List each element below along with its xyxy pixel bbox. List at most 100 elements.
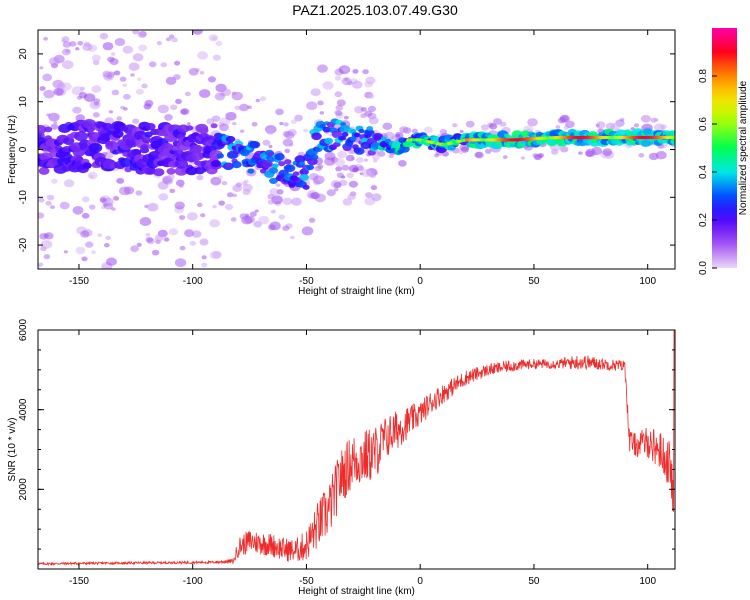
speckle-mark [602, 148, 613, 157]
ridge-mark [192, 144, 203, 152]
speckle-mark [322, 81, 334, 90]
xtick-label: -100 [183, 576, 203, 587]
speckle-mark [75, 47, 80, 51]
speckle-mark [189, 240, 197, 246]
speckle-mark [232, 184, 243, 192]
speckle-mark [38, 262, 44, 267]
xtick-label: -50 [299, 276, 314, 287]
speckle-mark [108, 110, 114, 114]
speckle-mark [480, 124, 490, 131]
speckle-mark [551, 149, 559, 155]
ridge-mark [278, 161, 286, 167]
ridge-mark [284, 164, 296, 173]
speckle-mark [191, 230, 202, 238]
speckle-mark [53, 87, 64, 96]
speckle-mark [283, 122, 289, 127]
speckle-mark [343, 115, 349, 120]
speckle-mark [63, 179, 75, 188]
x-axis-label: Height of straight line (km) [298, 586, 415, 597]
speckle-mark [184, 229, 195, 238]
speckle-mark [370, 185, 378, 191]
speckle-mark [87, 171, 98, 180]
speckle-mark [104, 117, 114, 125]
ridge-mark [44, 126, 53, 133]
speckle-mark [174, 60, 181, 66]
speckle-mark [38, 212, 45, 219]
speckle-mark [363, 158, 368, 162]
ridge-mark [269, 177, 278, 184]
speckle-mark [160, 62, 168, 68]
speckle-mark [267, 199, 275, 205]
ridge-mark [247, 168, 255, 174]
plot2-frame [37, 329, 676, 570]
speckle-mark [163, 237, 170, 242]
ridge-mark [302, 184, 310, 190]
speckle-mark [130, 245, 139, 252]
ridge-mark [339, 135, 347, 141]
speckle-mark [97, 233, 103, 238]
ridge-mark [311, 132, 322, 141]
speckle-mark [168, 228, 179, 236]
speckle-mark [212, 204, 217, 209]
ridge-mark [259, 168, 267, 174]
ridge-mark [306, 164, 315, 170]
speckle-mark [317, 100, 324, 106]
speckle-mark [434, 153, 439, 158]
speckle-mark [122, 83, 127, 87]
speckle-mark [151, 249, 160, 256]
speckle-mark [39, 86, 46, 91]
speckle-mark [360, 107, 367, 112]
ridge-mark [310, 154, 319, 160]
speckle-mark [113, 196, 120, 201]
speckle-mark [39, 66, 44, 70]
xtick-label: -150 [69, 576, 89, 587]
chart-title: PAZ1.2025.103.07.49.G30 [292, 2, 458, 18]
speckle-mark [638, 153, 645, 158]
speckle-mark [360, 168, 372, 178]
speckle-mark [139, 30, 147, 37]
speckle-mark [53, 121, 58, 125]
speckle-mark [294, 114, 303, 122]
speckle-mark [93, 101, 100, 106]
speckle-mark [334, 110, 341, 115]
speckle-mark [348, 164, 359, 173]
speckle-mark [208, 34, 219, 42]
speckle-mark [38, 197, 45, 203]
speckle-mark [368, 105, 376, 112]
speckle-mark [266, 128, 275, 135]
speckle-mark [65, 49, 70, 53]
speckle-mark [113, 70, 121, 76]
speckle-mark [221, 181, 228, 186]
snr-series-line [38, 330, 675, 567]
ridge-mark [669, 130, 675, 135]
speckle-mark [301, 226, 314, 236]
speckle-mark [218, 200, 226, 206]
colorbar-tick-label: 0.8 [698, 69, 709, 83]
ridge-mark [261, 160, 273, 168]
speckle-mark [232, 122, 237, 126]
colorbar-tick-label: 0.0 [698, 261, 709, 275]
speckle-mark [226, 192, 234, 198]
speckle-mark [282, 130, 291, 138]
ridge-mark [225, 163, 232, 168]
speckle-mark [209, 219, 221, 228]
speckle-mark [559, 114, 571, 123]
colorbar-tick-label: 0.4 [698, 165, 709, 179]
speckle-mark [368, 116, 379, 125]
speckle-mark [364, 110, 373, 117]
speckle-mark [149, 61, 157, 68]
speckle-mark [452, 123, 458, 128]
speckle-mark [347, 193, 356, 200]
ridge-mark [322, 126, 331, 133]
ridge-mark [210, 123, 218, 129]
speckle-mark [399, 126, 409, 134]
ridge-mark [294, 155, 306, 164]
speckle-mark [123, 186, 135, 195]
speckle-mark [169, 188, 176, 194]
speckle-mark [103, 243, 110, 248]
speckle-mark [135, 190, 143, 196]
speckle-mark [352, 69, 359, 74]
speckle-mark [365, 192, 373, 198]
speckle-mark [215, 41, 223, 46]
